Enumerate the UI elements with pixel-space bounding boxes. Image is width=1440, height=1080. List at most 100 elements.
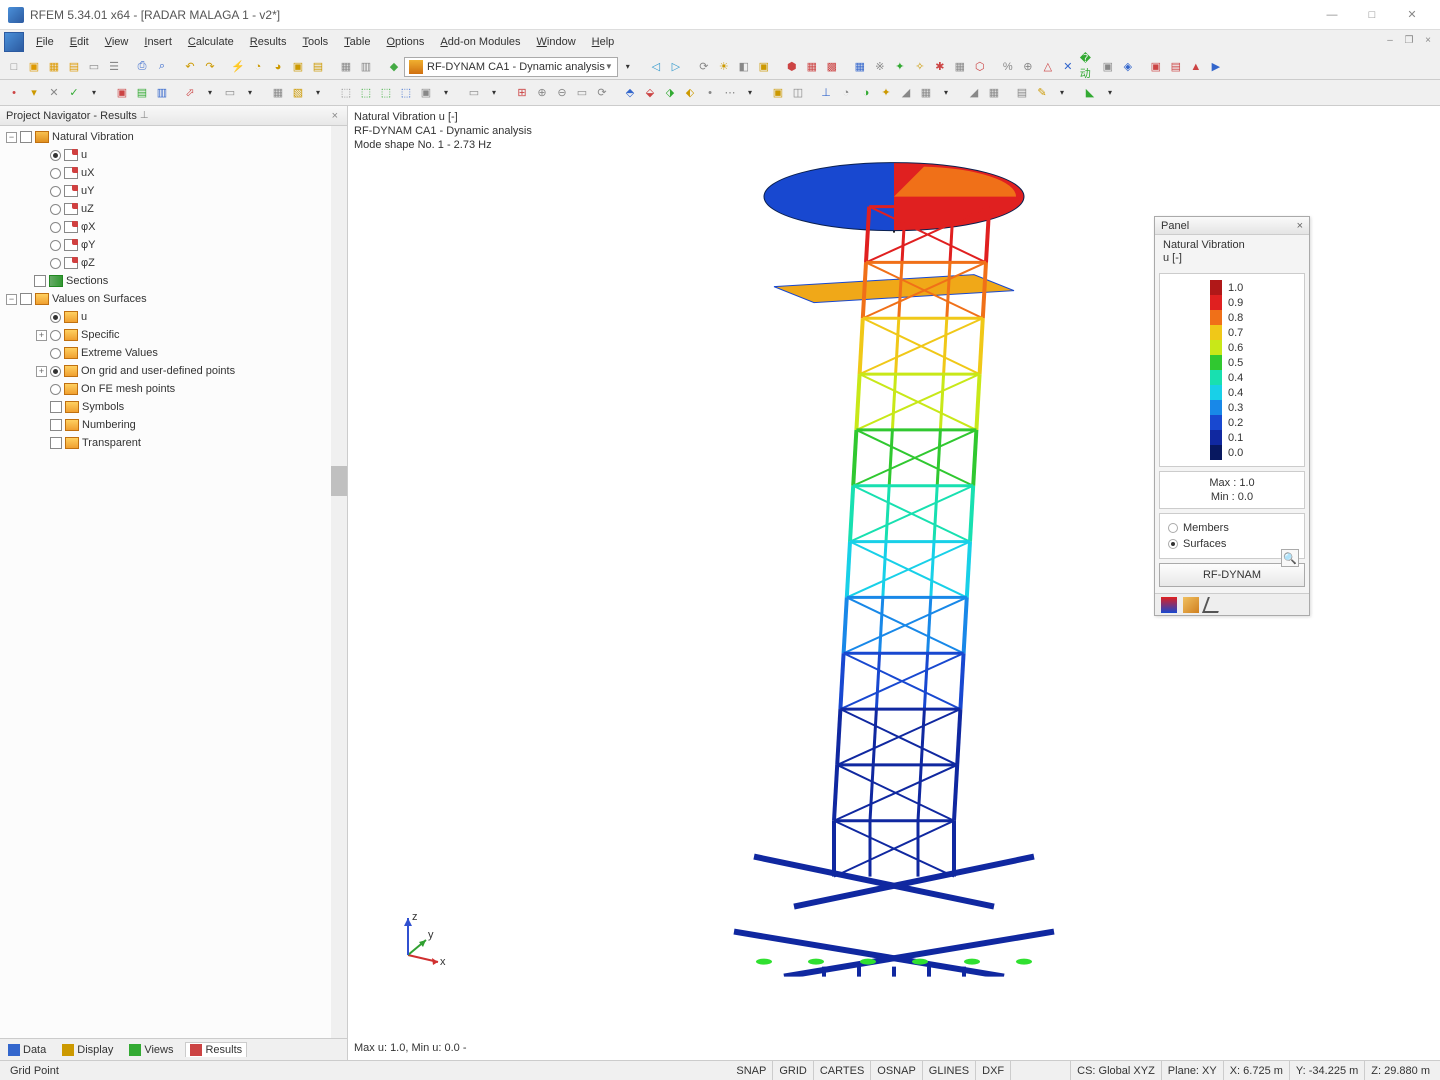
toolbar-button[interactable]: ✓ bbox=[65, 84, 83, 102]
toolbar-button[interactable]: % bbox=[999, 58, 1017, 76]
toolbar-button[interactable]: ▤ bbox=[133, 84, 151, 102]
toolbar-button[interactable]: ✦ bbox=[891, 58, 909, 76]
toolbar-button[interactable]: ▾ bbox=[201, 84, 219, 102]
status-toggle-snap[interactable]: SNAP bbox=[730, 1061, 772, 1080]
toolbar-button[interactable]: ↶ bbox=[181, 58, 199, 76]
panel-close-icon[interactable]: × bbox=[1297, 220, 1303, 232]
tree-node[interactable]: +Specific bbox=[2, 326, 345, 344]
navigator-pin-icon[interactable]: ⊥ bbox=[137, 110, 152, 121]
menu-help[interactable]: Help bbox=[584, 34, 623, 50]
toolbar-button[interactable]: ◫ bbox=[789, 84, 807, 102]
toolbar-button[interactable]: ▧ bbox=[289, 84, 307, 102]
maximize-button[interactable]: □ bbox=[1352, 3, 1392, 27]
toolbar-button[interactable]: ◆ bbox=[385, 58, 403, 76]
toolbar-button[interactable]: ▭ bbox=[221, 84, 239, 102]
toolbar-button[interactable]: ▦ bbox=[337, 58, 355, 76]
doc-minimize-icon[interactable]: – bbox=[1382, 35, 1398, 49]
toolbar-button[interactable]: □ bbox=[5, 58, 23, 76]
close-button[interactable]: ✕ bbox=[1392, 3, 1432, 27]
toolbar-button[interactable]: ✧ bbox=[911, 58, 929, 76]
tree-node[interactable]: Numbering bbox=[2, 416, 345, 434]
toolbar-button[interactable]: ▤ bbox=[1167, 58, 1185, 76]
status-toggle-dxf[interactable]: DXF bbox=[975, 1061, 1010, 1080]
toolbar-button[interactable]: ▭ bbox=[85, 58, 103, 76]
tree-node[interactable]: −Natural Vibration bbox=[2, 128, 345, 146]
toolbar-button[interactable]: ◈ bbox=[1119, 58, 1137, 76]
menu-results[interactable]: Results bbox=[242, 34, 295, 50]
menu-insert[interactable]: Insert bbox=[136, 34, 180, 50]
panel-header[interactable]: Panel × bbox=[1155, 217, 1309, 235]
menu-tools[interactable]: Tools bbox=[294, 34, 336, 50]
toolbar-button[interactable]: ✕ bbox=[45, 84, 63, 102]
toolbar-button[interactable]: ▶ bbox=[1207, 58, 1225, 76]
toolbar-button[interactable]: ⬢ bbox=[783, 58, 801, 76]
toolbar-button[interactable]: ▾ bbox=[937, 84, 955, 102]
tree-node[interactable]: Transparent bbox=[2, 434, 345, 452]
menu-table[interactable]: Table bbox=[336, 34, 378, 50]
toolbar-button[interactable]: ⬖ bbox=[681, 84, 699, 102]
toolbar-button[interactable]: ↷ bbox=[201, 58, 219, 76]
tree-node[interactable]: φY bbox=[2, 236, 345, 254]
loadcase-combo[interactable]: RF-DYNAM CA1 - Dynamic analysis▼ bbox=[404, 57, 618, 77]
tree-node[interactable]: φX bbox=[2, 218, 345, 236]
toolbar-button[interactable]: ⬙ bbox=[641, 84, 659, 102]
menu-file[interactable]: File bbox=[28, 34, 62, 50]
toolbar-button[interactable]: ▾ bbox=[85, 84, 103, 102]
toolbar-button[interactable]: ⟳ bbox=[593, 84, 611, 102]
toolbar-button[interactable]: ⬚ bbox=[377, 84, 395, 102]
toolbar-button[interactable]: ▾ bbox=[437, 84, 455, 102]
toolbar-button[interactable]: ▣ bbox=[1099, 58, 1117, 76]
toolbar-button[interactable]: ✦ bbox=[877, 84, 895, 102]
tree-node[interactable]: +On grid and user-defined points bbox=[2, 362, 345, 380]
tree-node[interactable]: u bbox=[2, 146, 345, 164]
toolbar-button[interactable]: ▲ bbox=[1187, 58, 1205, 76]
menu-window[interactable]: Window bbox=[529, 34, 584, 50]
toolbar-button[interactable]: ⬀ bbox=[181, 84, 199, 102]
toolbar-button[interactable]: ▾ bbox=[309, 84, 327, 102]
toolbar-button[interactable]: • bbox=[701, 84, 719, 102]
toolbar-button[interactable]: ◣ bbox=[1081, 84, 1099, 102]
tree-node[interactable]: −Values on Surfaces bbox=[2, 290, 345, 308]
toolbar-button[interactable]: ▦ bbox=[803, 58, 821, 76]
toolbar-button[interactable]: ⋯ bbox=[721, 84, 739, 102]
panel-zoom-icon[interactable]: 🔍 bbox=[1281, 549, 1299, 567]
toolbar-button[interactable]: ▦ bbox=[917, 84, 935, 102]
menu-edit[interactable]: Edit bbox=[62, 34, 97, 50]
tree-node[interactable]: Sections bbox=[2, 272, 345, 290]
option-members[interactable]: Members bbox=[1168, 520, 1296, 536]
menu-calculate[interactable]: Calculate bbox=[180, 34, 242, 50]
minimize-button[interactable]: — bbox=[1312, 3, 1352, 27]
toolbar-button[interactable]: ▤ bbox=[309, 58, 327, 76]
toolbar-button[interactable]: ✕ bbox=[1059, 58, 1077, 76]
toolbar-button[interactable]: ◢ bbox=[897, 84, 915, 102]
toolbar-button[interactable]: ▾ bbox=[25, 84, 43, 102]
panel-footer-colorscale-icon[interactable] bbox=[1161, 597, 1177, 613]
toolbar-button[interactable]: ▣ bbox=[755, 58, 773, 76]
toolbar-button[interactable]: ⬡ bbox=[971, 58, 989, 76]
toolbar-button[interactable]: ⊞ bbox=[513, 84, 531, 102]
toolbar-button[interactable]: ▦ bbox=[985, 84, 1003, 102]
toolbar-button[interactable]: ◕ bbox=[269, 58, 287, 76]
status-toggle-cartes[interactable]: CARTES bbox=[813, 1061, 870, 1080]
doc-restore-icon[interactable]: ❐ bbox=[1401, 35, 1417, 49]
toolbar-button[interactable]: ⊥ bbox=[817, 84, 835, 102]
toolbar-button[interactable]: ✎ bbox=[1033, 84, 1051, 102]
menu-add-on-modules[interactable]: Add-on Modules bbox=[432, 34, 528, 50]
app-menu-icon[interactable] bbox=[4, 32, 24, 52]
toolbar-button[interactable]: ▣ bbox=[769, 84, 787, 102]
navigator-tab-views[interactable]: Views bbox=[125, 1043, 177, 1057]
toolbar-button[interactable]: △ bbox=[1039, 58, 1057, 76]
status-toggle-glines[interactable]: GLINES bbox=[922, 1061, 975, 1080]
toolbar-button[interactable]: ▣ bbox=[289, 58, 307, 76]
toolbar-button[interactable]: ▾ bbox=[241, 84, 259, 102]
navigator-tree[interactable]: −Natural VibrationuuXuYuZφXφYφZSections−… bbox=[0, 126, 347, 1038]
toolbar-button[interactable]: ▩ bbox=[823, 58, 841, 76]
toolbar-button[interactable]: ◁ bbox=[647, 58, 665, 76]
toolbar-button[interactable]: ⬚ bbox=[337, 84, 355, 102]
toolbar-button[interactable]: ✱ bbox=[931, 58, 949, 76]
tree-node[interactable]: On FE mesh points bbox=[2, 380, 345, 398]
toolbar-button[interactable]: ⎙ bbox=[133, 58, 151, 76]
toolbar-button[interactable]: ◔ bbox=[249, 58, 267, 76]
navigator-tab-data[interactable]: Data bbox=[4, 1043, 50, 1057]
viewport[interactable]: Natural Vibration u [-] RF-DYNAM CA1 - D… bbox=[348, 106, 1440, 1060]
